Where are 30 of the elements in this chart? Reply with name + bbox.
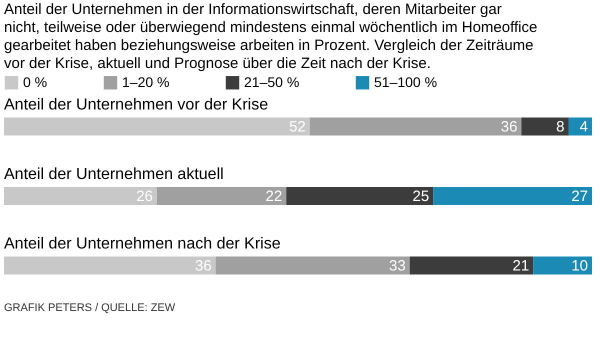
y-tick-label: Anteil der Unternehmen vor der Krise xyxy=(4,96,268,114)
data-label: 25 xyxy=(412,188,430,205)
bar xyxy=(216,256,410,274)
data-label: 10 xyxy=(571,257,588,274)
legend-label: 1–20 % xyxy=(122,74,170,90)
data-label: 8 xyxy=(556,118,564,136)
bar xyxy=(4,187,157,205)
bar xyxy=(433,187,592,205)
bar xyxy=(156,187,286,205)
legend-label: 0 % xyxy=(23,74,48,90)
bar xyxy=(310,118,522,136)
bar xyxy=(533,256,592,274)
data-label: 33 xyxy=(389,257,406,274)
data-label: 27 xyxy=(571,188,588,205)
chart-title: Anteil der Unternehmen in der Informationswirtschaft, deren Mitarbeiter gar nicht, teilweise oder überwiegend mindestens einmal wöchentlich im Homeoffice gearbeitet haben beziehungsweise arbeiten in Prozent. Vergleich der Zeiträume vor der Krise, aktuell und Prognose über die Zeit nach der Krise. xyxy=(4,1,538,72)
bar xyxy=(4,118,310,136)
bar xyxy=(410,256,534,274)
data-label: 4 xyxy=(580,118,588,136)
bar xyxy=(4,256,216,274)
bar xyxy=(286,187,434,205)
data-label: 21 xyxy=(512,257,530,274)
data-label: 22 xyxy=(266,188,282,205)
y-tick-label: Anteil der Unternehmen aktuell xyxy=(4,166,224,183)
legend-label: 51–100 % xyxy=(374,74,438,90)
bar xyxy=(568,118,592,136)
data-label: 36 xyxy=(500,118,518,136)
bar xyxy=(521,118,568,136)
legend-label: 21–50 % xyxy=(244,74,300,90)
text: GRAFIK PETERS / QUELLE: ZEW xyxy=(4,302,176,314)
y-tick-label: Anteil der Unternehmen nach der Krise xyxy=(4,235,281,252)
